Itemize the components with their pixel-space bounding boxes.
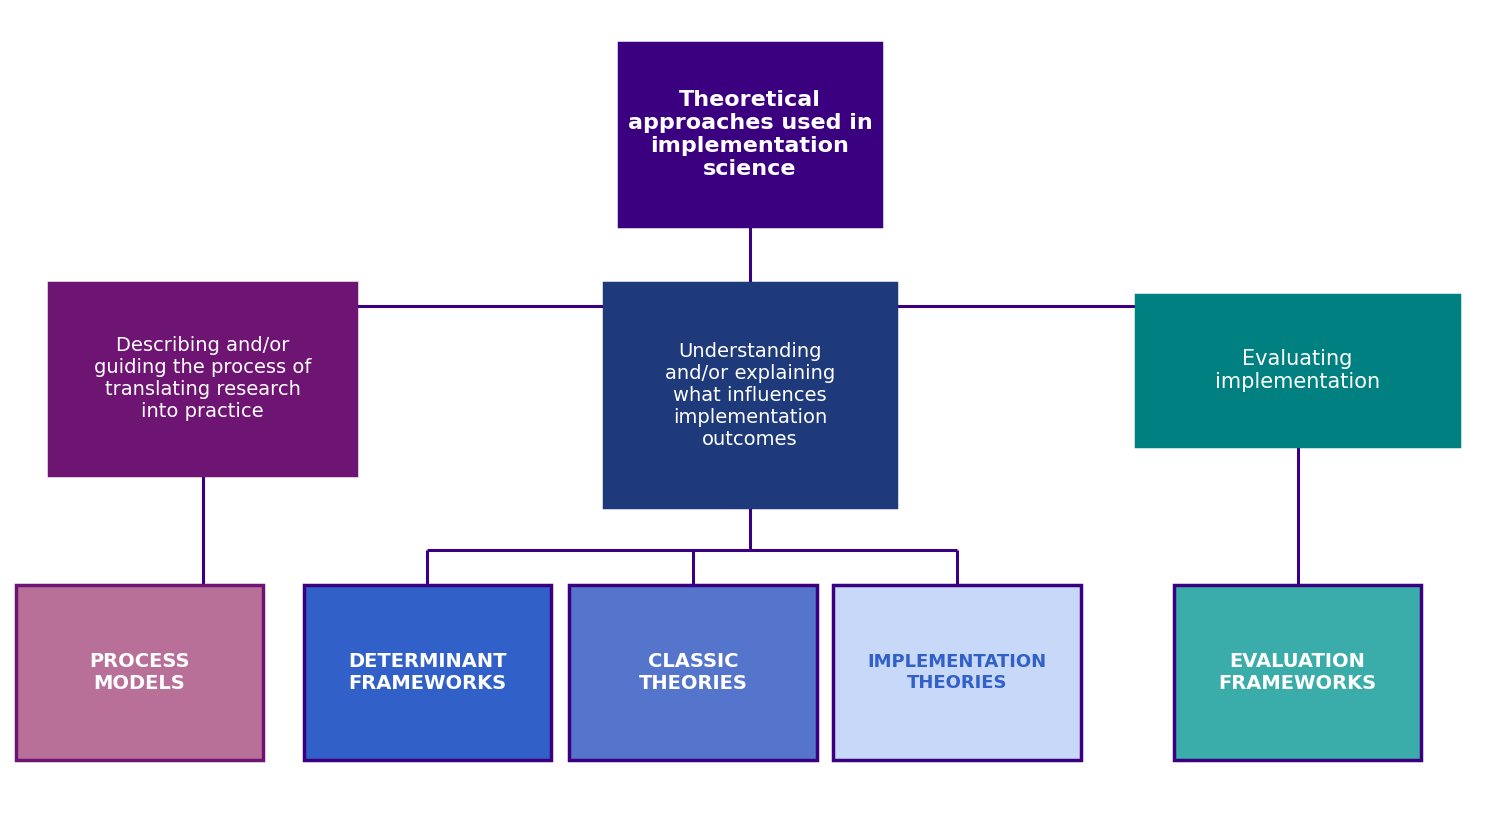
FancyBboxPatch shape xyxy=(303,585,550,760)
FancyBboxPatch shape xyxy=(834,585,1080,760)
FancyBboxPatch shape xyxy=(618,43,880,226)
FancyBboxPatch shape xyxy=(1173,585,1422,760)
FancyBboxPatch shape xyxy=(50,283,357,474)
Text: Evaluating
implementation: Evaluating implementation xyxy=(1215,349,1380,393)
Text: Describing and/or
guiding the process of
translating research
into practice: Describing and/or guiding the process of… xyxy=(94,337,310,421)
FancyBboxPatch shape xyxy=(1137,295,1458,446)
Text: Understanding
and/or explaining
what influences
implementation
outcomes: Understanding and/or explaining what inf… xyxy=(664,341,836,449)
FancyBboxPatch shape xyxy=(570,585,816,760)
Text: DETERMINANT
FRAMEWORKS: DETERMINANT FRAMEWORKS xyxy=(348,652,507,693)
Text: EVALUATION
FRAMEWORKS: EVALUATION FRAMEWORKS xyxy=(1218,652,1377,693)
Text: IMPLEMENTATION
THEORIES: IMPLEMENTATION THEORIES xyxy=(867,653,1047,692)
FancyBboxPatch shape xyxy=(603,283,896,507)
Text: Theoretical
approaches used in
implementation
science: Theoretical approaches used in implement… xyxy=(627,90,873,179)
Text: CLASSIC
THEORIES: CLASSIC THEORIES xyxy=(639,652,747,693)
FancyBboxPatch shape xyxy=(15,585,264,760)
Text: PROCESS
MODELS: PROCESS MODELS xyxy=(90,652,189,693)
